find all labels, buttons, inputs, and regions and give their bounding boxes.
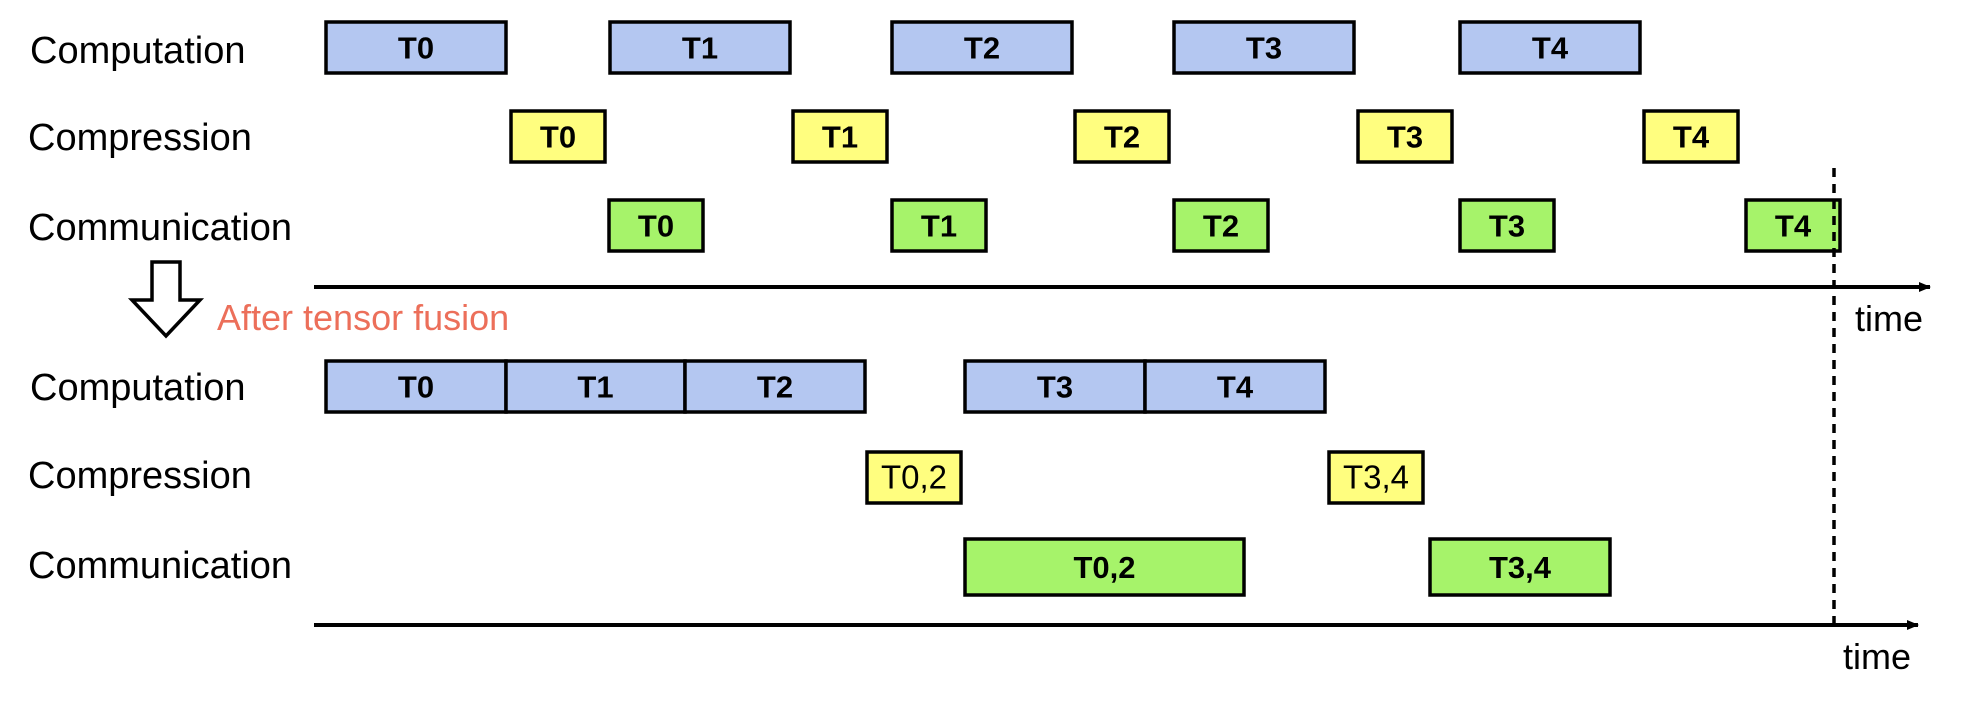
after-fusion-caption: After tensor fusion [217,297,509,338]
bottom-computation-block-4-box [1143,359,1327,414]
top-computation-block-2: T2 [890,20,1074,75]
top-communication-block-2-box [1172,198,1270,253]
top-computation-block-4-box [1458,20,1642,75]
top-compression-block-0: T0 [509,109,607,164]
bottom-computation-block-0: T0 [324,359,508,414]
top-computation-block-2-label: T2 [964,31,1000,66]
top-timeline-blocks: T0 T1 T2 T3 T4 T0 T1 T2 T3 T4 T0 T1 T2 T3 T4 [324,20,1842,253]
bottom-computation-block-1: T1 [504,359,687,414]
bottom-communication-label: Communication [28,545,292,587]
bottom-computation-block-0-label: T0 [398,370,434,405]
bottom-communication-block-1-label: T3,4 [1489,550,1552,585]
bottom-computation-block-4: T4 [1143,359,1327,414]
bottom-communication-block-0-box [963,537,1246,597]
top-communication-block-3-box [1458,198,1556,253]
top-computation-block-2-box [890,20,1074,75]
top-communication-block-1-label: T1 [921,209,957,244]
top-compression-block-3-box [1356,109,1454,164]
bottom-computation-block-4-label: T4 [1217,370,1254,405]
down-arrow-icon [127,260,205,339]
top-compression-block-4-box [1642,109,1740,164]
bottom-time-label: time [1843,636,1911,677]
bottom-communication-block-1: T3,4 [1428,537,1612,597]
top-computation-block-1-box [608,20,792,75]
top-communication-block-3: T3 [1458,198,1556,253]
bottom-compression-block-0-box [865,450,963,505]
top-computation-block-3-label: T3 [1246,31,1282,66]
top-computation-block-1: T1 [608,20,792,75]
top-time-label: time [1855,298,1923,339]
top-computation-label: Computation [30,30,245,72]
bottom-computation-block-3-label: T3 [1037,370,1073,405]
bottom-computation-block-2-box [683,359,867,414]
bottom-computation-block-2-label: T2 [757,370,793,405]
top-computation-block-0: T0 [324,20,508,75]
bottom-compression-label: Compression [28,455,252,497]
top-communication-block-4: T4 [1744,198,1842,253]
top-compression-block-3: T3 [1356,109,1454,164]
top-computation-block-1-label: T1 [682,31,718,66]
top-compression-label: Compression [28,117,252,159]
bottom-communication-block-0-label: T0,2 [1073,550,1135,585]
top-compression-block-2: T2 [1073,109,1171,164]
bottom-computation-block-1-label: T1 [577,370,613,405]
bottom-timeline-blocks: T0 T1 T2 T3 T4 T0,2 T3,4 T0,2 T3,4 [324,359,1612,597]
top-compression-block-0-box [509,109,607,164]
top-communication-block-2: T2 [1172,198,1270,253]
bottom-computation-block-3-box [963,359,1147,414]
top-computation-block-4: T4 [1458,20,1642,75]
bottom-computation-label: Computation [30,367,245,409]
top-communication-label: Communication [28,207,292,249]
top-communication-block-3-label: T3 [1489,209,1525,244]
bottom-computation-block-3: T3 [963,359,1147,414]
top-compression-block-1-label: T1 [822,120,858,155]
top-communication-block-2-label: T2 [1203,209,1239,244]
bottom-compression-block-1-box [1327,450,1425,505]
top-communication-block-1-box [890,198,988,253]
top-compression-block-2-box [1073,109,1171,164]
top-compression-block-3-label: T3 [1387,120,1423,155]
top-computation-block-3-box [1172,20,1356,75]
bottom-communication-block-1-box [1428,537,1612,597]
bottom-communication-block-0: T0,2 [963,537,1246,597]
top-communication-block-0: T0 [607,198,705,253]
top-compression-block-4-label: T4 [1673,120,1710,155]
top-compression-block-1: T1 [791,109,889,164]
top-communication-block-4-label: T4 [1775,209,1812,244]
top-communication-block-0-box [607,198,705,253]
top-compression-block-1-box [791,109,889,164]
top-compression-block-0-label: T0 [540,120,576,155]
top-computation-block-0-label: T0 [398,31,434,66]
top-computation-block-3: T3 [1172,20,1356,75]
top-compression-block-2-label: T2 [1104,120,1140,155]
top-computation-block-4-label: T4 [1532,31,1569,66]
bottom-compression-block-0: T0,2 [865,450,963,505]
top-computation-block-0-box [324,20,508,75]
bottom-computation-block-0-box [324,359,508,414]
bottom-computation-block-1-box [504,359,687,414]
bottom-compression-block-1: T3,4 [1327,450,1425,505]
top-compression-block-4: T4 [1642,109,1740,164]
top-communication-block-0-label: T0 [638,209,674,244]
top-communication-block-1: T1 [890,198,988,253]
top-communication-block-4-box [1744,198,1842,253]
bottom-computation-block-2: T2 [683,359,867,414]
bottom-compression-block-1-label: T3,4 [1343,459,1409,496]
bottom-compression-block-0-label: T0,2 [881,459,947,496]
